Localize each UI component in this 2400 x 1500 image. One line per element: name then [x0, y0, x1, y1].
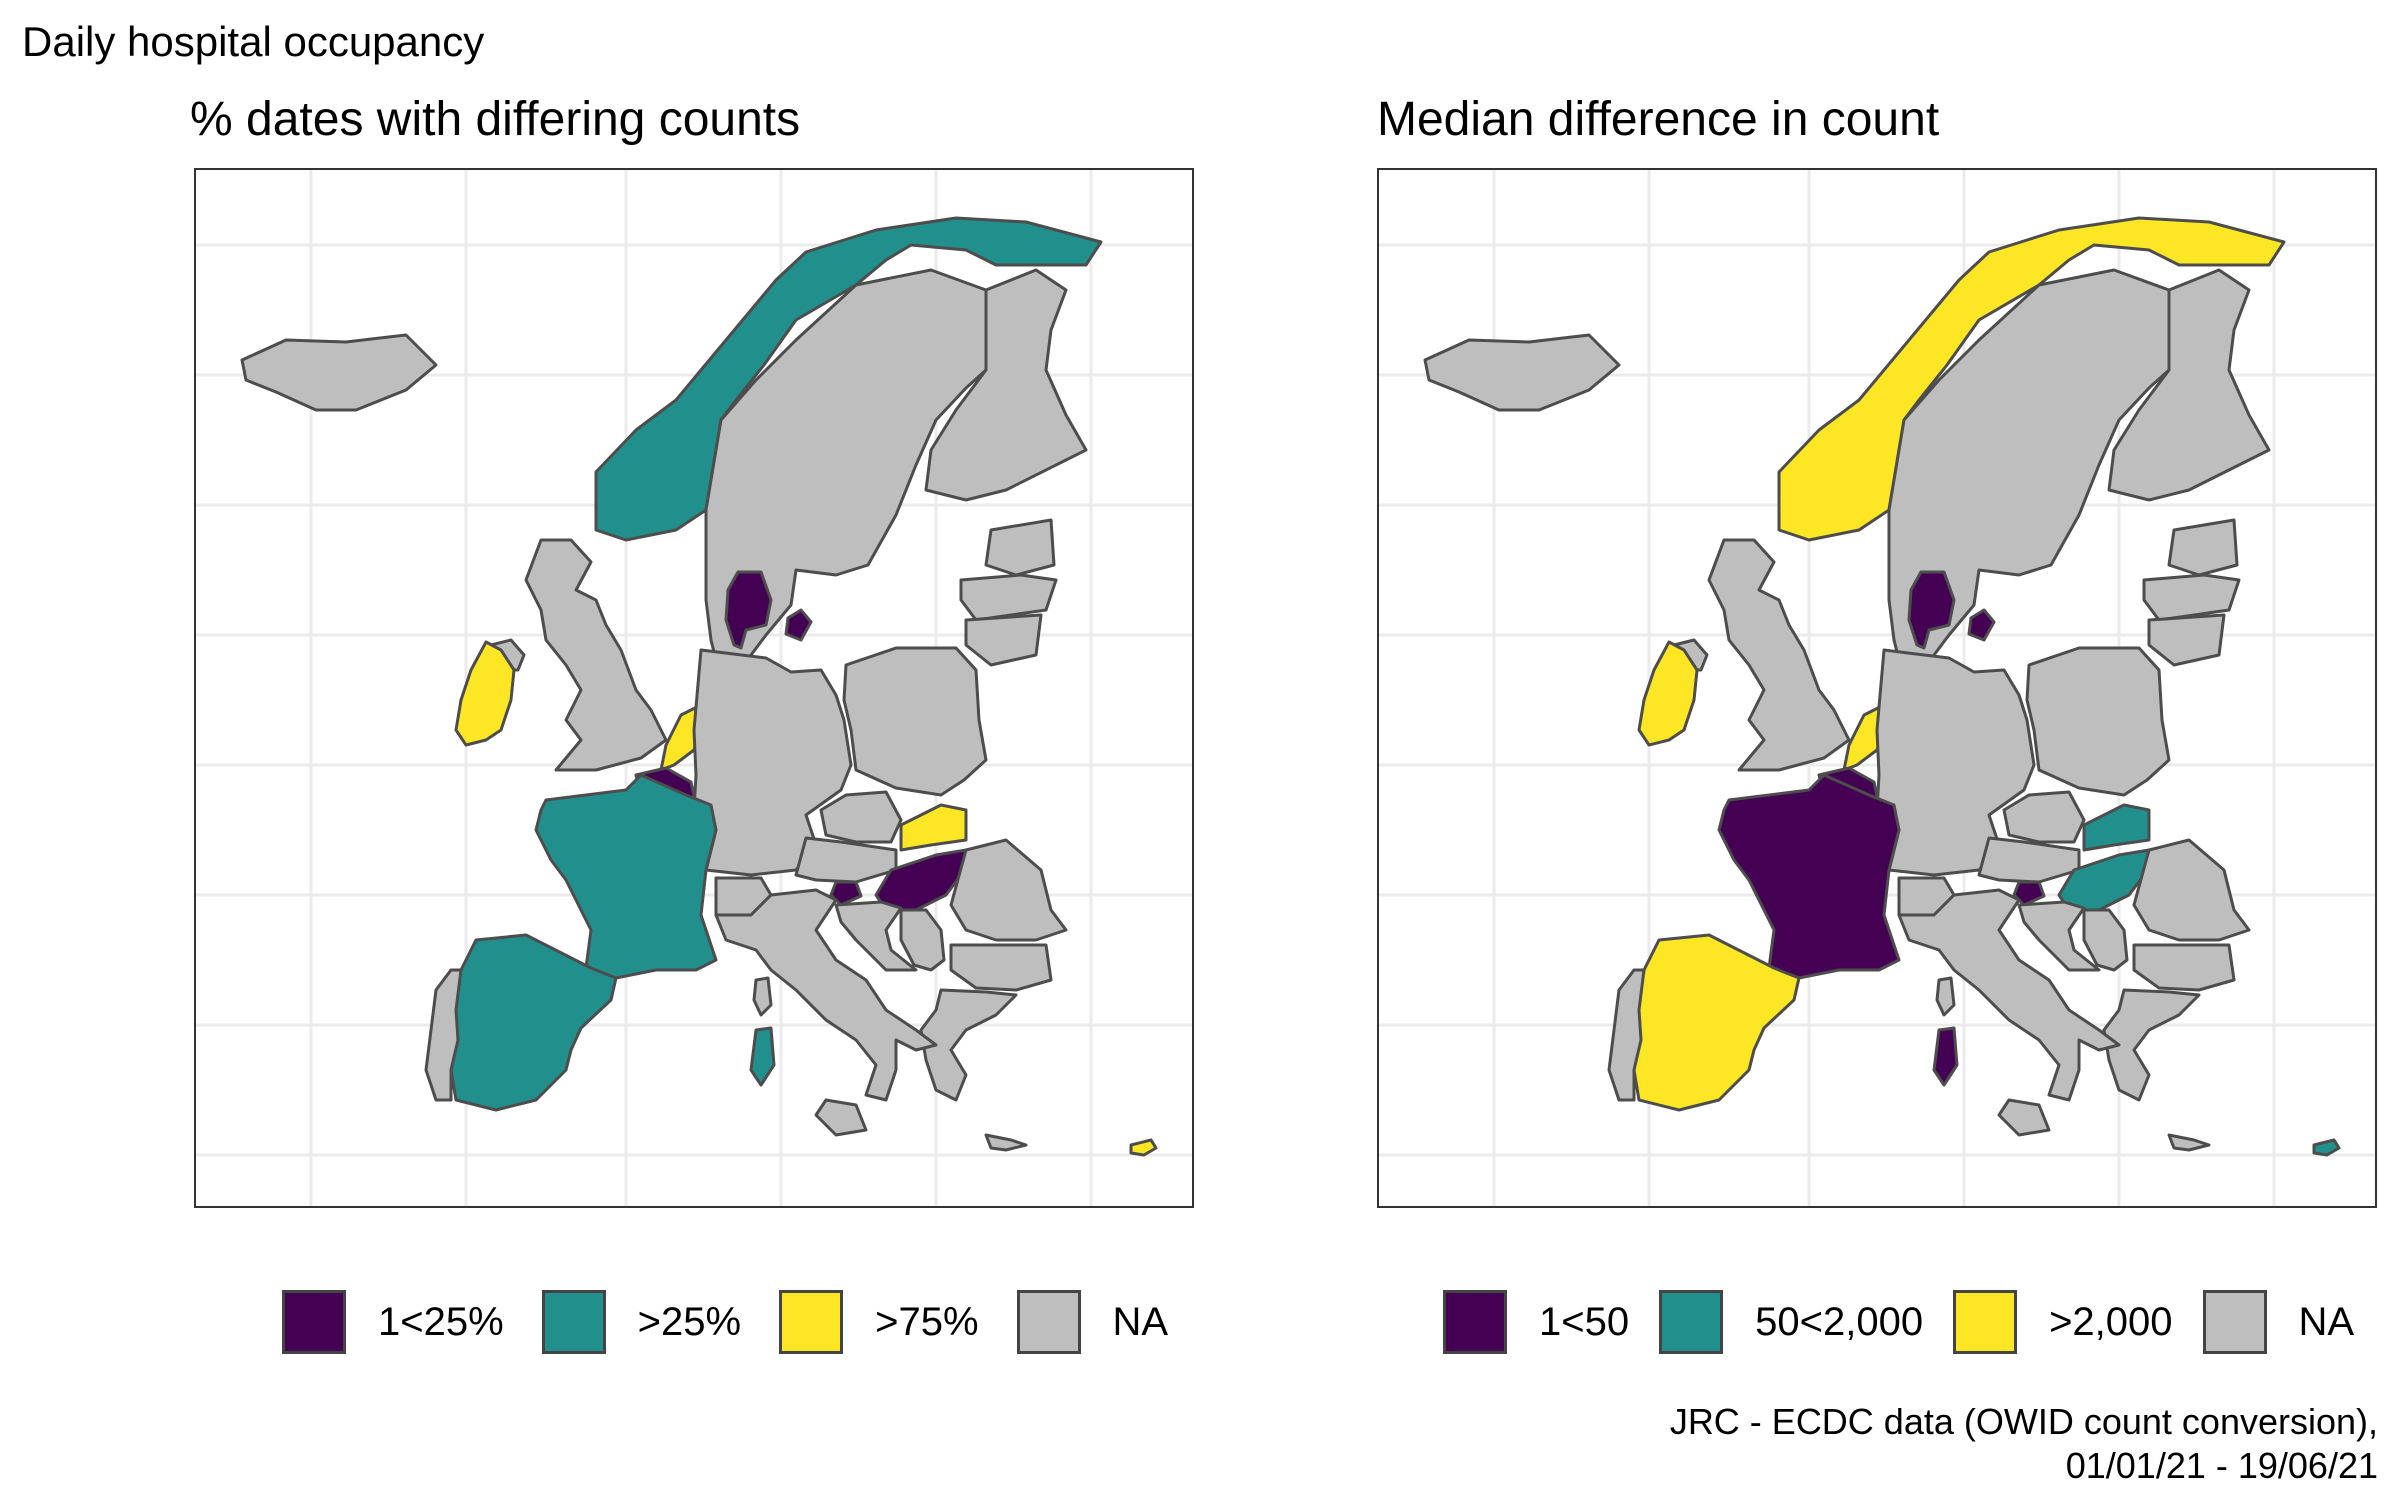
country-italy	[714, 888, 938, 1102]
country-sicily	[1997, 1098, 2051, 1137]
country-france	[534, 773, 718, 980]
country-denmark-islands	[784, 608, 813, 642]
map-right	[1377, 168, 2377, 1208]
country-slovenia	[829, 880, 863, 907]
legend-item: >2,000	[1953, 1290, 2173, 1354]
legend-swatch	[1016, 1290, 1081, 1354]
legend-label: >75%	[875, 1299, 979, 1344]
legend-right: 1<50 50<2,000 >2,000 NA	[1443, 1290, 2354, 1354]
map-left	[194, 168, 1194, 1208]
legend-swatch	[1659, 1290, 1724, 1354]
country-great-britain	[1707, 538, 1851, 772]
country-estonia	[2167, 518, 2239, 577]
legend-swatch	[282, 1290, 346, 1354]
country-corsica	[752, 976, 773, 1017]
country-austria	[794, 836, 898, 884]
country-austria	[1977, 836, 2081, 884]
figure-title: Daily hospital occupancy	[22, 18, 485, 65]
country-romania	[2132, 838, 2251, 942]
country-denmark-islands	[1967, 608, 1996, 642]
country-cyprus	[1129, 1138, 1158, 1157]
country-bulgaria	[2132, 943, 2236, 992]
country-sicily	[814, 1098, 868, 1137]
country-hungary	[874, 848, 968, 912]
country-sardinia	[1932, 1026, 1959, 1087]
country-finland	[924, 268, 1088, 502]
legend-item: NA	[1016, 1290, 1169, 1354]
country-czechia	[819, 790, 903, 844]
country-denmark	[1907, 570, 1956, 650]
country-lithuania	[964, 613, 1043, 667]
legend-swatch	[1953, 1290, 2018, 1354]
country-italy	[1897, 888, 2121, 1102]
country-poland	[842, 646, 988, 797]
country-denmark	[724, 570, 773, 650]
caption-line-2: 01/01/21 - 19/06/21	[2065, 1445, 2378, 1486]
country-estonia	[984, 518, 1056, 577]
legend-swatch	[1443, 1290, 1507, 1354]
caption-line-1: JRC - ECDC data (OWID count conversion),	[1669, 1401, 2378, 1442]
map-svg-right	[1379, 170, 2375, 1206]
country-serbia	[899, 908, 946, 972]
country-poland	[2025, 646, 2171, 797]
legend-label: NA	[1112, 1299, 1169, 1344]
country-slovenia	[2012, 880, 2046, 907]
country-croatia	[2017, 900, 2101, 972]
country-finland	[2107, 268, 2271, 502]
country-corsica	[1935, 976, 1956, 1017]
map-svg-left	[196, 170, 1192, 1206]
legend-left: 1<25% >25% >75% NA	[282, 1290, 1168, 1354]
panel-title-right: Median difference in count	[1377, 93, 1940, 146]
legend-label: >2,000	[2049, 1299, 2173, 1344]
country-latvia	[2142, 573, 2241, 622]
legend-label: 1<25%	[378, 1299, 504, 1344]
country-greece	[919, 988, 1018, 1102]
legend-swatch	[541, 1290, 606, 1354]
legend-item: >75%	[779, 1290, 979, 1354]
country-bulgaria	[949, 943, 1053, 992]
country-latvia	[959, 573, 1058, 622]
legend-item: NA	[2202, 1290, 2355, 1354]
country-slovakia	[2082, 803, 2151, 852]
legend-label: 50<2,000	[1755, 1299, 1924, 1344]
country-ireland	[454, 640, 516, 747]
country-lithuania	[2147, 613, 2226, 667]
country-iceland	[240, 333, 438, 412]
country-crete	[2167, 1133, 2211, 1152]
legend-item: >25%	[541, 1290, 742, 1354]
country-portugal	[424, 968, 463, 1102]
country-romania	[949, 838, 1068, 942]
country-sardinia	[749, 1026, 776, 1087]
country-serbia	[2082, 908, 2129, 972]
legend-item: 1<50	[1443, 1290, 1629, 1354]
country-great-britain	[524, 538, 668, 772]
country-france	[1717, 773, 1901, 980]
legend-label: 1<50	[1539, 1299, 1630, 1344]
legend-label: >25%	[637, 1299, 742, 1344]
legend-swatch	[2202, 1290, 2267, 1354]
panel-title-left: % dates with differing counts	[190, 93, 801, 146]
country-iceland	[1423, 333, 1621, 412]
country-sweden	[704, 268, 988, 682]
country-crete	[984, 1133, 1028, 1152]
legend-label: NA	[2298, 1299, 2355, 1344]
source-caption: JRC - ECDC data (OWID count conversion),…	[1670, 1400, 2378, 1488]
country-sweden	[1887, 268, 2171, 682]
country-croatia	[834, 900, 918, 972]
country-cyprus	[2312, 1138, 2341, 1157]
country-greece	[2102, 988, 2201, 1102]
country-slovakia	[899, 803, 968, 852]
legend-item: 50<2,000	[1659, 1290, 1923, 1354]
country-ireland	[1637, 640, 1699, 747]
legend-swatch	[779, 1290, 844, 1354]
country-hungary	[2057, 848, 2151, 912]
legend-item: 1<25%	[282, 1290, 504, 1354]
country-portugal	[1607, 968, 1646, 1102]
country-czechia	[2002, 790, 2086, 844]
